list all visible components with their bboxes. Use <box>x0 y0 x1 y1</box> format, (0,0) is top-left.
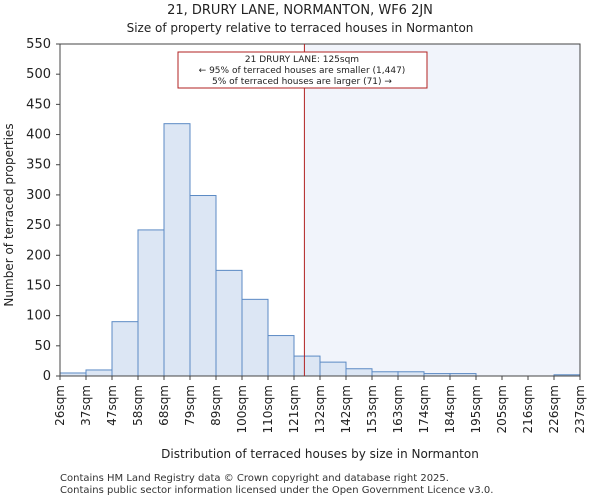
x-tick-label: 216sqm <box>521 385 535 433</box>
bar <box>345 368 373 377</box>
x-tick-label: 237sqm <box>573 385 587 433</box>
bar <box>85 369 113 377</box>
x-tick-label: 153sqm <box>365 385 379 433</box>
bar <box>267 335 295 377</box>
y-tick-label: 400 <box>26 128 51 143</box>
bar <box>371 371 399 377</box>
bar <box>241 298 269 377</box>
annotation-line-3: 5% of terraced houses are larger (71) → <box>212 77 392 87</box>
x-tick-label: 100sqm <box>235 385 249 433</box>
annotation-line-2: ← 95% of terraced houses are smaller (1,… <box>199 66 406 76</box>
y-tick-label: 500 <box>26 67 51 82</box>
y-tick-label: 0 <box>43 369 51 384</box>
x-tick-label: 163sqm <box>391 385 405 433</box>
x-tick-label: 89sqm <box>209 385 223 426</box>
x-tick-label: 205sqm <box>495 385 509 433</box>
y-tick-label: 300 <box>26 188 51 203</box>
y-tick-label: 250 <box>26 218 51 233</box>
y-tick-label: 350 <box>26 158 51 173</box>
x-tick-label: 121sqm <box>287 385 301 433</box>
x-tick-label: 37sqm <box>79 385 93 426</box>
x-axis-label: Distribution of terraced houses by size … <box>161 447 479 461</box>
chart-title: 21, DRURY LANE, NORMANTON, WF6 2JN <box>167 3 433 18</box>
y-tick-label: 450 <box>26 97 51 112</box>
y-axis-label: Number of terraced properties <box>2 123 16 306</box>
bar <box>189 195 217 377</box>
chart-subtitle: Size of property relative to terraced ho… <box>127 21 474 35</box>
footer-line-1: Contains HM Land Registry data © Crown c… <box>60 473 449 484</box>
annotation-line-1: 21 DRURY LANE: 125sqm <box>245 55 359 65</box>
x-tick-label: 142sqm <box>339 385 353 433</box>
x-tick-label: 58sqm <box>131 385 145 426</box>
bar <box>111 321 139 377</box>
bar <box>137 229 165 377</box>
y-axis: 0 50 100 150 200 250 300 350 400 450 500 550 <box>26 37 60 384</box>
bar <box>319 361 347 377</box>
bar <box>293 355 321 377</box>
footer: Contains HM Land Registry data © Crown c… <box>60 473 493 497</box>
x-tick-label: 174sqm <box>417 385 431 433</box>
x-tick-label: 226sqm <box>547 385 561 433</box>
x-tick-label: 132sqm <box>313 385 327 433</box>
bar <box>397 371 425 377</box>
x-tick-label: 47sqm <box>105 385 119 426</box>
x-tick-label: 79sqm <box>183 385 197 426</box>
y-tick-label: 100 <box>26 309 51 324</box>
bars <box>59 123 581 377</box>
y-tick-label: 200 <box>26 248 51 263</box>
y-tick-label: 150 <box>26 278 51 293</box>
annotation-box <box>177 51 428 89</box>
bar <box>215 269 243 377</box>
x-axis: 26sqm 37sqm 47sqm 58sqm 68sqm 79sqm 89sqm 100sq… <box>53 376 587 433</box>
y-tick-label: 550 <box>26 37 51 52</box>
x-tick-label: 184sqm <box>443 385 457 433</box>
x-tick-label: 68sqm <box>157 385 171 426</box>
bar <box>163 123 191 377</box>
highlight-region <box>304 44 580 376</box>
footer-line-2: Contains public sector information licen… <box>60 485 494 496</box>
x-tick-label: 26sqm <box>53 385 67 426</box>
x-tick-label: 195sqm <box>469 385 483 433</box>
y-tick-label: 50 <box>34 339 51 354</box>
x-tick-label: 110sqm <box>261 385 275 433</box>
